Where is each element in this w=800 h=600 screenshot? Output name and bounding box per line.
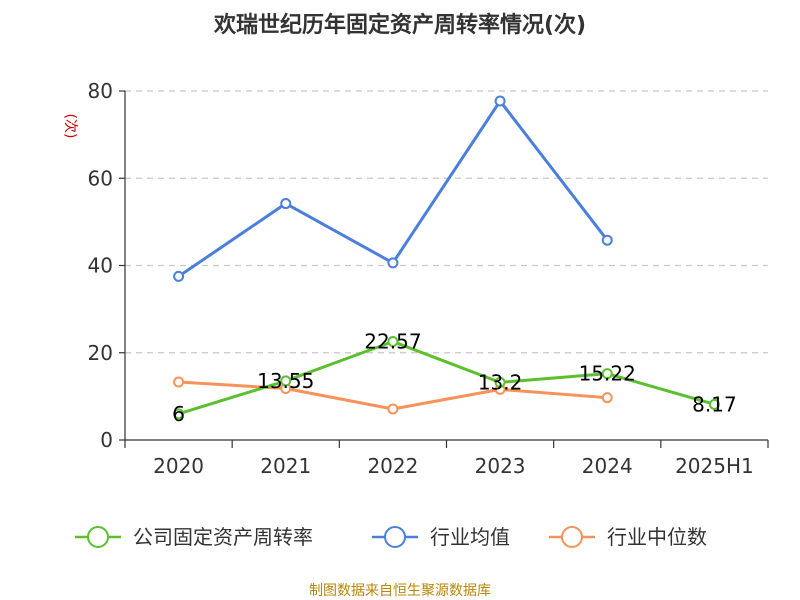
legend-label: 行业均值 bbox=[430, 525, 510, 549]
data-point bbox=[601, 368, 613, 380]
data-label: 6 bbox=[172, 402, 185, 426]
y-tick-label: 0 bbox=[100, 428, 113, 452]
data-point bbox=[601, 392, 613, 404]
x-tick-label: 2025H1 bbox=[675, 454, 754, 478]
data-label: 22.57 bbox=[364, 330, 421, 354]
legend-item: 公司固定资产周转率 bbox=[75, 525, 313, 549]
data-point bbox=[173, 270, 185, 282]
series-line bbox=[178, 340, 715, 416]
legend-marker bbox=[87, 526, 109, 548]
y-tick-label: 40 bbox=[88, 254, 113, 278]
data-labels: 6 13.55 22.57 13.2 15.22 8.17 bbox=[172, 330, 736, 426]
data-point bbox=[387, 257, 399, 269]
grid-lines bbox=[125, 90, 768, 354]
y-axis-unit: (次) bbox=[62, 114, 78, 139]
data-point bbox=[387, 336, 399, 348]
data-point bbox=[494, 376, 506, 388]
x-tick-label: 2024 bbox=[582, 454, 633, 478]
data-point bbox=[494, 95, 506, 107]
x-tick-label: 2020 bbox=[153, 454, 204, 478]
axes: 0 20 40 60 80 2020 2021 2022 2023 2024 2025H1 bbox=[88, 79, 769, 478]
data-label: 8.17 bbox=[692, 392, 737, 416]
source-note: 制图数据来自恒生聚源数据库 bbox=[309, 583, 491, 599]
legend-label: 公司固定资产周转率 bbox=[133, 525, 313, 549]
legend-item: 行业均值 bbox=[372, 525, 510, 549]
data-label: 13.2 bbox=[478, 370, 523, 394]
legend-marker bbox=[384, 526, 406, 548]
data-point bbox=[280, 198, 292, 210]
data-point bbox=[601, 234, 613, 246]
series-group bbox=[173, 95, 720, 420]
legend-item: 行业中位数 bbox=[549, 525, 707, 549]
legend: 公司固定资产周转率 行业均值 行业中位数 bbox=[75, 525, 707, 549]
chart-title: 欢瑞世纪历年固定资产周转率情况(次) bbox=[213, 12, 586, 38]
y-tick-label: 80 bbox=[88, 79, 113, 103]
legend-label: 行业中位数 bbox=[607, 525, 707, 549]
y-tick-label: 60 bbox=[88, 166, 113, 190]
x-tick-label: 2022 bbox=[367, 454, 418, 478]
y-tick-label: 20 bbox=[88, 341, 113, 365]
legend-marker bbox=[561, 526, 583, 548]
data-label: 13.55 bbox=[257, 369, 314, 393]
data-point bbox=[173, 408, 185, 420]
data-point bbox=[173, 376, 185, 388]
x-tick-label: 2023 bbox=[475, 454, 526, 478]
x-tick-label: 2021 bbox=[260, 454, 311, 478]
series-line bbox=[177, 99, 609, 278]
data-point bbox=[280, 375, 292, 387]
data-point bbox=[387, 403, 399, 415]
data-point bbox=[708, 398, 720, 410]
data-label: 15.22 bbox=[579, 362, 636, 386]
